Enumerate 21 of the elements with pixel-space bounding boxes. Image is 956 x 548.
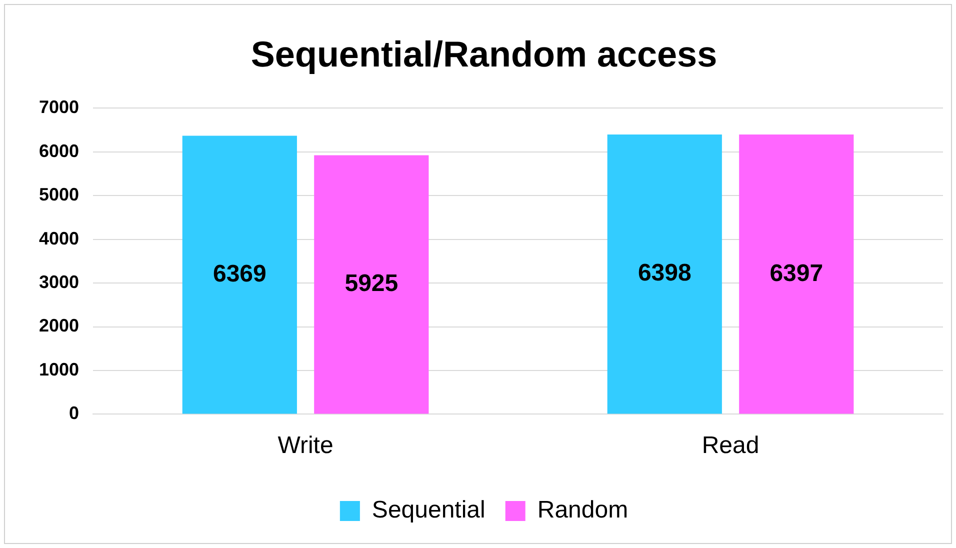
data-label: 5925 <box>344 270 398 298</box>
y-tick-label: 7000 <box>38 97 80 118</box>
bar <box>739 134 854 414</box>
y-tick-label: 2000 <box>38 316 80 336</box>
chart-title: Sequential/Random access <box>250 34 718 75</box>
y-tick-label: 5000 <box>38 184 80 205</box>
y-tick-label: 6000 <box>38 140 80 161</box>
x-tick-label: Read <box>702 432 760 460</box>
data-label: 6369 <box>212 260 266 288</box>
bar <box>182 136 297 414</box>
bar <box>607 134 722 414</box>
data-label: 6397 <box>770 260 824 287</box>
legend-label: Random <box>537 496 628 524</box>
y-tick-label: 4000 <box>38 228 80 248</box>
y-tick-label: 0 <box>69 403 80 424</box>
y-tick-label: 3000 <box>38 272 80 292</box>
y-tick-label: 1000 <box>38 359 80 380</box>
bar <box>314 155 429 414</box>
x-tick-label: Write <box>278 432 334 460</box>
legend-label: Sequential <box>372 496 486 524</box>
data-label: 6398 <box>638 260 692 287</box>
